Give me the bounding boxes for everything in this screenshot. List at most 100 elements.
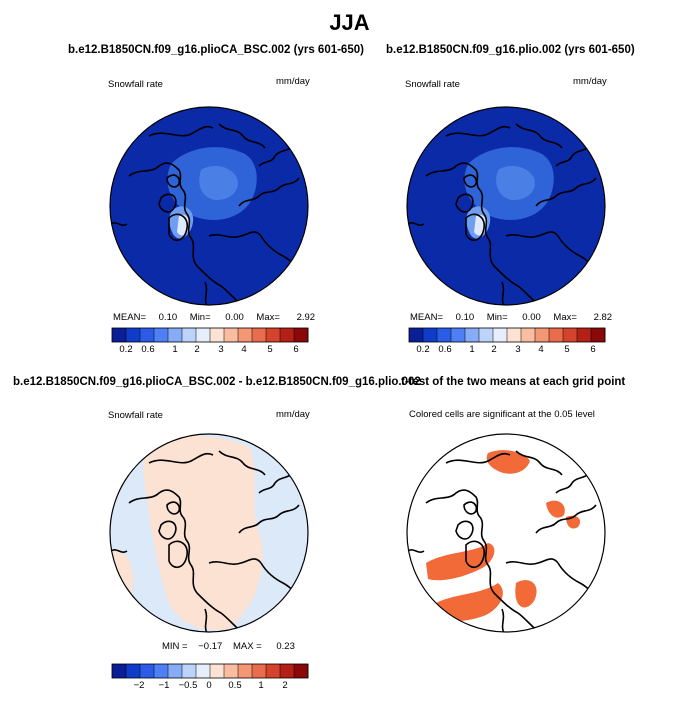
coastline (128, 489, 184, 518)
coastline (493, 592, 539, 632)
colorbar-tick-label: 0.5 (228, 680, 242, 691)
colorbar-tick-label: 5 (564, 344, 570, 355)
pole-core-contour (199, 165, 238, 200)
colorbar-tick-label: −0.5 (178, 680, 198, 691)
coastline (110, 549, 128, 553)
colorbar-snowfall-top-left (111, 327, 309, 343)
positive-anomaly-region (143, 435, 263, 630)
panel-title-top-right: b.e12.B1850CN.f09_g16.plio.002 (yrs 601-… (386, 44, 635, 56)
coastline (465, 540, 485, 568)
panel-title-top-left: b.e12.B1850CN.f09_g16.plioCA_BSC.002 (yr… (68, 44, 364, 56)
coastline (445, 125, 511, 137)
coastline (204, 608, 208, 632)
significant-region (546, 500, 565, 518)
pole-core-contour (496, 165, 535, 200)
map-field (407, 107, 605, 305)
coastline (455, 520, 474, 540)
map-border (406, 106, 606, 306)
colorbar-swatch (535, 328, 550, 342)
colorbar-swatch (577, 328, 592, 342)
coastline (196, 265, 242, 305)
colorbar-swatch (266, 328, 281, 342)
colorbar-swatch (168, 328, 183, 342)
max-label: Max= (256, 312, 280, 323)
colorbar-tick-label: 4 (538, 344, 544, 355)
polar-map-ttest-significance (406, 433, 606, 633)
map-border (109, 433, 309, 633)
max-label: Max= (553, 312, 577, 323)
colorbar-swatch (563, 328, 578, 342)
coastline (501, 281, 505, 305)
panel-title-bottom-right: t-test of the two means at each grid poi… (401, 376, 626, 388)
colorbar-swatch (437, 328, 452, 342)
colorbar-tick-label: 2 (491, 344, 497, 355)
figure-title: JJA (329, 10, 370, 35)
colorbar-swatch (196, 328, 211, 342)
colorbar-swatch (112, 664, 127, 678)
coastline (158, 520, 177, 540)
map-border (109, 106, 309, 306)
colorbar-tick-label: 2 (194, 344, 200, 355)
colorbar-tick-label: 6 (293, 344, 299, 355)
stats-bottom-left: MIN = −0.17 MAX = 0.23 (162, 641, 295, 652)
colorbar-swatch (409, 328, 424, 342)
colorbar-swatch (451, 328, 466, 342)
map-border (406, 433, 606, 633)
coastline (555, 472, 591, 494)
coastline (166, 501, 181, 515)
coastline (148, 452, 214, 464)
coastline (218, 123, 266, 149)
colorbar-swatch (280, 328, 295, 342)
coastline (407, 549, 425, 553)
map-field (110, 107, 308, 305)
colorbar-tick-label: 0.2 (416, 344, 430, 355)
colorbar-tick-label: −1 (158, 680, 170, 691)
max-label: MAX = (232, 641, 262, 652)
coastline (158, 193, 177, 213)
colorbar-tick-label: 1 (258, 680, 264, 691)
colorbar-swatch (252, 664, 267, 678)
colorbar-swatch (126, 664, 141, 678)
colorbar-swatch (154, 664, 169, 678)
colorbar-difference (111, 663, 309, 679)
mean-label: MEAN= (113, 312, 146, 323)
coastline (465, 213, 485, 241)
colorbar-swatch (591, 328, 606, 342)
coastline (168, 540, 188, 568)
coastline (463, 501, 478, 515)
colorbar-border (111, 663, 309, 679)
min-value: −0.17 (198, 641, 223, 652)
significant-region (515, 580, 537, 608)
colorbar-swatch (549, 328, 564, 342)
coastline (182, 516, 198, 594)
colorbar-tick-label: 0 (206, 680, 212, 691)
colorbar-swatch (280, 664, 295, 678)
min-label: MIN = (162, 641, 188, 652)
coastline (110, 222, 128, 226)
coastline (258, 145, 294, 167)
coastline (479, 189, 495, 267)
colorbar-tick-label: 2 (282, 680, 288, 691)
coastline (505, 231, 559, 238)
variable-label-top-right: Snowfall rate (405, 79, 460, 90)
colorbar-swatch (238, 664, 253, 678)
coastline (445, 452, 511, 464)
min-value: 0.00 (225, 312, 244, 323)
colorbar-tick-label: −2 (133, 680, 145, 691)
map-field (110, 434, 308, 632)
colorbar-swatch (266, 664, 281, 678)
colorbar-swatch (140, 664, 155, 678)
mean-value: 0.10 (455, 312, 475, 323)
coastline (148, 125, 214, 137)
max-value: 2.92 (296, 312, 316, 323)
stats-top-left: MEAN= 0.10 Min= 0.00 Max= 2.92 (113, 312, 315, 323)
colorbar-swatch (168, 664, 183, 678)
coastline (479, 516, 495, 594)
max-value: 2.82 (593, 312, 613, 323)
coastline (515, 450, 563, 476)
colorbar-border (111, 327, 309, 343)
units-label-top-left: mm/day (276, 76, 310, 87)
colorbar-tick-label: 0.2 (119, 344, 133, 355)
colorbar-swatch (465, 328, 480, 342)
colorbar-tick-label: 3 (218, 344, 224, 355)
